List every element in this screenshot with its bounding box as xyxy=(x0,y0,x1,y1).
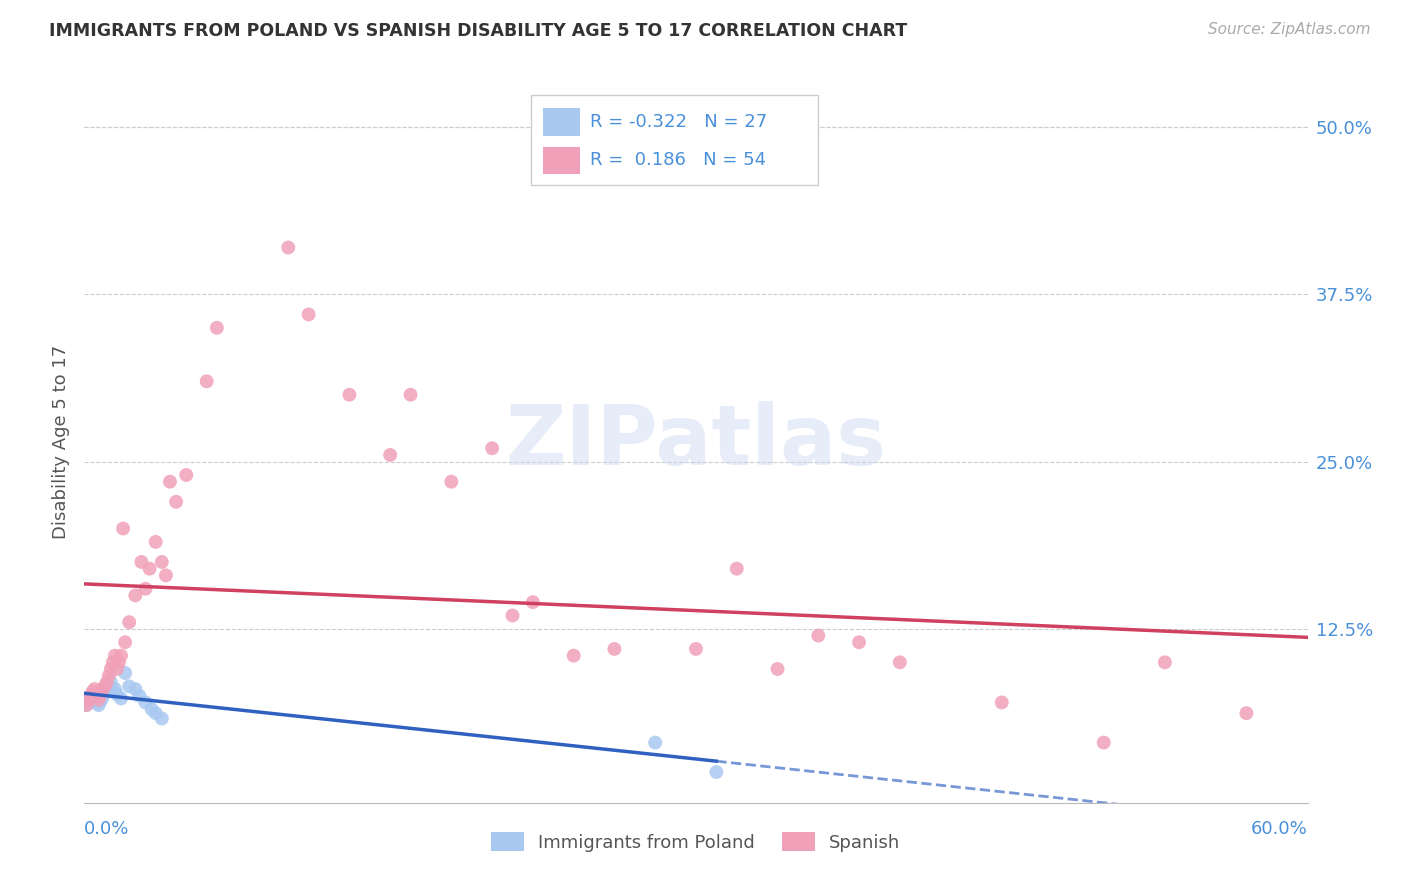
Point xyxy=(124,681,146,696)
Text: IMMIGRANTS FROM POLAND VS SPANISH DISABILITY AGE 5 TO 17 CORRELATION CHART: IMMIGRANTS FROM POLAND VS SPANISH DISABI… xyxy=(49,22,907,40)
Point xyxy=(155,568,177,582)
Point xyxy=(110,691,132,706)
Point xyxy=(79,689,101,703)
Point xyxy=(97,680,120,694)
Point xyxy=(91,690,114,705)
Point xyxy=(90,687,112,701)
Point xyxy=(502,608,524,623)
Point xyxy=(141,702,163,716)
Point xyxy=(104,681,127,696)
Point xyxy=(807,628,830,642)
Point xyxy=(131,555,153,569)
Point xyxy=(1236,706,1258,721)
Point xyxy=(112,521,135,535)
Point xyxy=(91,681,114,696)
Point xyxy=(86,696,108,710)
Point xyxy=(97,669,120,683)
Point xyxy=(277,241,299,255)
Point xyxy=(124,589,146,603)
Point xyxy=(82,685,104,699)
Point xyxy=(298,307,321,322)
Point xyxy=(114,665,136,680)
Point xyxy=(105,687,128,701)
Point xyxy=(138,562,160,576)
Text: ZIPatlas: ZIPatlas xyxy=(506,401,886,482)
Point xyxy=(603,642,626,657)
Point xyxy=(165,494,187,508)
Point xyxy=(87,698,110,712)
Point xyxy=(1154,655,1177,669)
Point xyxy=(75,698,97,712)
Point xyxy=(77,692,100,706)
Point xyxy=(135,582,157,596)
Point xyxy=(889,655,911,669)
Point xyxy=(399,387,422,401)
Point xyxy=(96,675,118,690)
Point xyxy=(205,321,228,335)
Point xyxy=(93,680,115,694)
Point xyxy=(380,448,402,462)
Text: Source: ZipAtlas.com: Source: ZipAtlas.com xyxy=(1208,22,1371,37)
Point xyxy=(150,555,173,569)
Point xyxy=(101,685,124,699)
Point xyxy=(522,595,544,609)
Text: 60.0%: 60.0% xyxy=(1251,820,1308,838)
Legend: Immigrants from Poland, Spanish: Immigrants from Poland, Spanish xyxy=(484,825,908,859)
Point xyxy=(100,662,122,676)
Point xyxy=(145,535,167,549)
Point xyxy=(100,675,122,690)
Text: R =  0.186   N = 54: R = 0.186 N = 54 xyxy=(589,152,766,169)
Point xyxy=(481,442,503,455)
Point xyxy=(118,615,141,630)
Text: R = -0.322   N = 27: R = -0.322 N = 27 xyxy=(589,113,766,131)
Point xyxy=(82,689,104,703)
Point xyxy=(848,635,870,649)
Point xyxy=(93,685,115,699)
Point xyxy=(104,648,127,663)
Point xyxy=(75,698,97,712)
Point xyxy=(562,648,585,663)
Point xyxy=(96,681,118,696)
Point xyxy=(101,655,124,669)
Point xyxy=(706,765,728,780)
Point xyxy=(110,648,132,663)
Point xyxy=(118,680,141,694)
Point xyxy=(644,735,666,749)
Point xyxy=(87,692,110,706)
Point xyxy=(440,475,463,489)
Text: 0.0%: 0.0% xyxy=(84,820,129,838)
Point xyxy=(725,562,748,576)
Point xyxy=(685,642,707,657)
FancyBboxPatch shape xyxy=(531,95,818,185)
Point xyxy=(128,689,150,703)
FancyBboxPatch shape xyxy=(543,109,579,136)
Point xyxy=(339,387,361,401)
Point xyxy=(108,655,131,669)
Point xyxy=(77,696,100,710)
Point xyxy=(114,635,136,649)
Point xyxy=(135,696,157,710)
Y-axis label: Disability Age 5 to 17: Disability Age 5 to 17 xyxy=(52,344,70,539)
Point xyxy=(195,375,218,389)
Point xyxy=(83,681,105,696)
Point xyxy=(150,712,173,726)
FancyBboxPatch shape xyxy=(543,147,579,174)
Point xyxy=(145,706,167,721)
Point xyxy=(86,689,108,703)
Point xyxy=(79,692,101,706)
Point xyxy=(90,694,112,708)
Point xyxy=(105,662,128,676)
Point xyxy=(991,696,1014,710)
Point xyxy=(1092,735,1115,749)
Point xyxy=(83,691,105,706)
Point xyxy=(174,467,197,482)
Point xyxy=(766,662,789,676)
Point xyxy=(159,475,181,489)
